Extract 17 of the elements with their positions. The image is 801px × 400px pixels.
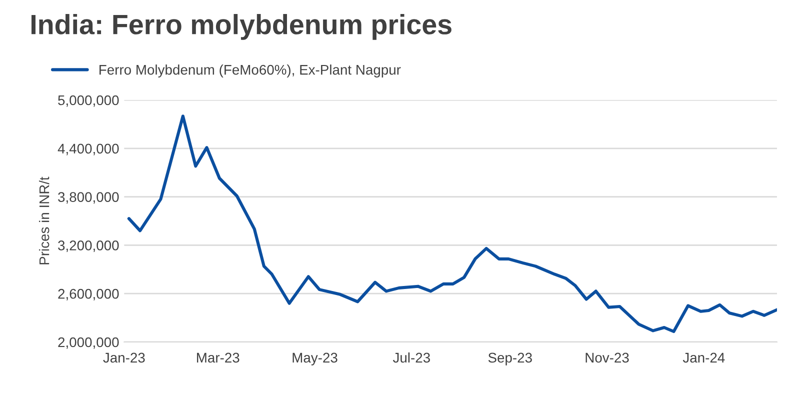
y-tick-label: 3,200,000 — [58, 240, 119, 252]
x-tick-label: Sep-23 — [488, 352, 532, 366]
chart-title: India: Ferro molybdenum prices — [31, 14, 452, 40]
y-tick-label: 4,400,000 — [58, 144, 119, 156]
x-tick-label: Jan-23 — [103, 352, 145, 363]
x-tick-label: Jul-23 — [392, 352, 430, 363]
y-axis-title: Prices in INR/t — [39, 176, 50, 264]
y-tick-label: 2,000,000 — [58, 337, 119, 349]
y-tick-label: 5,000,000 — [58, 95, 119, 107]
y-tick-label: 2,600,000 — [58, 288, 119, 300]
legend-label: Ferro Molybdenum (FeMo60%), Ex-Plant Nagpur — [100, 64, 401, 78]
y-tick-label: 3,800,000 — [58, 192, 119, 204]
x-tick-label: May-23 — [292, 352, 338, 366]
x-tick-label: Mar-23 — [197, 352, 240, 363]
x-tick-label: Nov-23 — [586, 352, 629, 363]
x-tick-label: Jan-24 — [682, 352, 725, 363]
line-series — [127, 114, 777, 334]
